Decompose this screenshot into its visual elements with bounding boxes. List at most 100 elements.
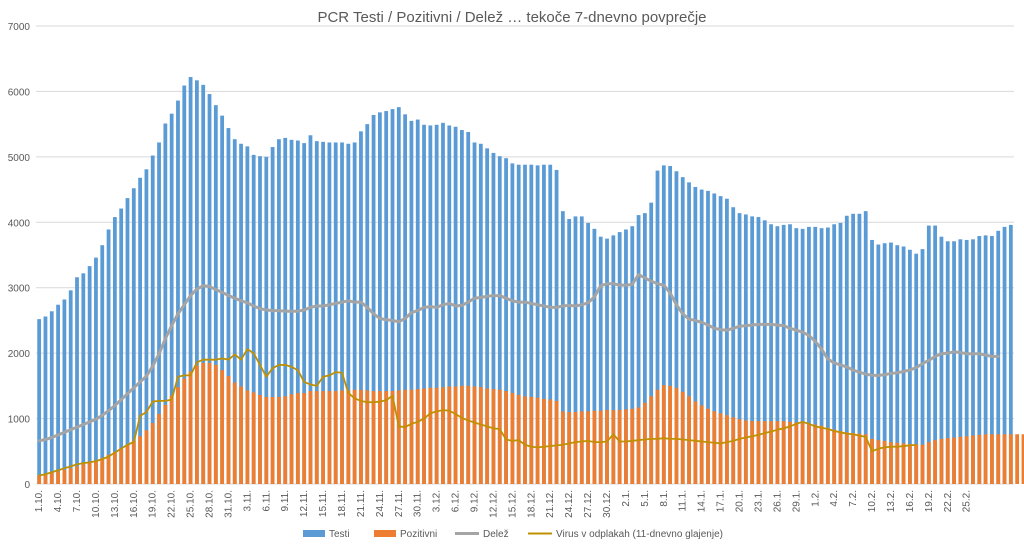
x-tick-label: 14.1. — [697, 490, 708, 512]
bar — [251, 392, 256, 484]
bar — [750, 216, 755, 484]
x-tick-label: 28.10. — [205, 490, 216, 518]
bar — [434, 387, 439, 484]
bar — [1015, 434, 1020, 484]
bar — [933, 225, 938, 485]
bar — [725, 198, 729, 484]
bar — [201, 362, 206, 484]
bar — [87, 266, 92, 484]
x-tick-label: 10.2. — [867, 490, 878, 512]
bar — [813, 226, 818, 484]
bar — [882, 440, 887, 484]
bar — [712, 411, 717, 484]
bar — [390, 109, 395, 484]
bar — [958, 436, 963, 484]
bar — [472, 386, 477, 484]
bar — [756, 217, 761, 484]
bar — [188, 371, 193, 484]
bar — [832, 429, 837, 484]
bar — [529, 164, 534, 485]
x-tick-label: 20.1. — [735, 490, 746, 512]
bar — [333, 391, 338, 484]
bar — [415, 389, 420, 484]
bar — [687, 182, 691, 485]
bar — [239, 386, 243, 484]
bar — [952, 241, 956, 484]
bar — [598, 236, 603, 484]
bar — [213, 105, 218, 484]
bar — [706, 408, 710, 484]
bar — [504, 391, 508, 484]
x-tick-label: 2.1. — [621, 490, 632, 507]
bar — [674, 171, 679, 484]
bar — [37, 319, 42, 484]
legend-label: Testi — [329, 529, 350, 540]
bar — [725, 415, 729, 484]
bar — [945, 438, 950, 484]
bar — [428, 387, 433, 484]
bar — [277, 396, 281, 484]
series-virus-line — [38, 348, 918, 477]
bar — [718, 196, 723, 484]
bar — [75, 277, 79, 484]
bar — [365, 124, 370, 485]
bar — [295, 393, 300, 484]
bar — [434, 124, 439, 484]
x-tick-label: 26.1. — [772, 490, 783, 512]
bar — [226, 376, 231, 484]
bar — [81, 464, 86, 484]
bar — [270, 147, 275, 485]
x-tick-label: 21.12. — [545, 490, 556, 518]
bar — [762, 421, 767, 484]
bar — [851, 432, 855, 484]
bar — [182, 85, 187, 484]
x-tick-label: 17.1. — [716, 490, 727, 512]
bar — [964, 239, 969, 484]
bar — [567, 412, 572, 484]
bar — [239, 143, 243, 484]
bar — [535, 165, 540, 484]
x-tick-label: 7.2. — [848, 490, 859, 507]
bar — [49, 472, 54, 484]
bar — [907, 249, 912, 484]
bar — [920, 444, 925, 484]
bar — [781, 421, 786, 484]
bar — [43, 316, 48, 484]
bar — [106, 454, 111, 484]
bar — [1002, 226, 1007, 484]
bar — [100, 457, 105, 484]
bar — [150, 155, 155, 484]
bar — [56, 304, 60, 484]
bar — [226, 128, 231, 484]
bar — [415, 119, 420, 484]
bar — [655, 389, 660, 484]
bar — [264, 396, 269, 484]
bar — [567, 219, 572, 484]
bar — [680, 177, 685, 484]
bar — [321, 391, 325, 484]
bar — [422, 124, 426, 484]
bar — [775, 226, 780, 484]
bar — [497, 156, 502, 484]
bar — [308, 391, 313, 484]
bar — [478, 143, 483, 484]
x-axis-ticks: 1.10. 4.10. 7.10. 10.10. 13.10. 16.10. 19.10. 2… — [34, 490, 973, 518]
series-testi-bars — [37, 77, 1013, 485]
legend-label: Virus v odplakah (11-dnevno glajenje) — [556, 529, 723, 540]
x-tick-label: 8.1. — [659, 490, 670, 507]
bar — [460, 130, 464, 484]
bar — [1002, 434, 1007, 484]
bar — [895, 245, 900, 484]
bar — [37, 475, 42, 484]
bar — [106, 229, 111, 484]
bar — [1008, 224, 1013, 484]
bar — [857, 213, 862, 484]
y-tick-label: 7000 — [8, 22, 31, 33]
x-tick-label: 7.10. — [72, 490, 83, 512]
bar — [699, 405, 704, 484]
bar — [983, 434, 988, 484]
bar — [971, 239, 975, 484]
x-tick-label: 3.12. — [432, 490, 443, 512]
bar — [207, 94, 212, 484]
bar — [649, 202, 654, 484]
